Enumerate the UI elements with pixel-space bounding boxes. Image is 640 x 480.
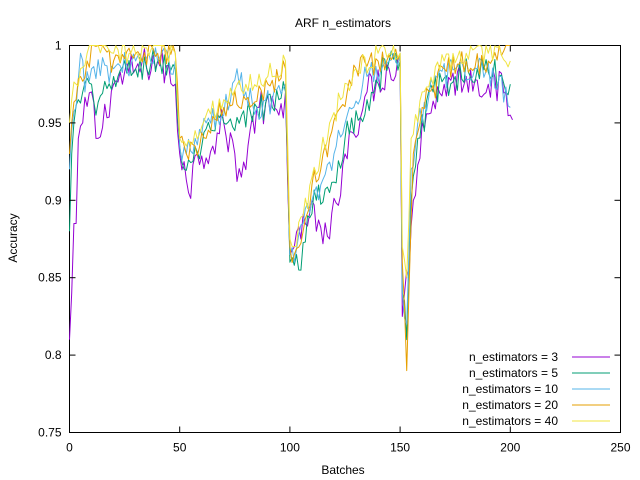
legend-label: n_estimators = 3 xyxy=(469,350,558,364)
legend-label: n_estimators = 5 xyxy=(469,366,558,380)
legend-label: n_estimators = 10 xyxy=(462,382,558,396)
series-layer xyxy=(69,45,513,372)
x-tick-label: 150 xyxy=(390,441,410,455)
series-line-3 xyxy=(69,45,511,372)
legend-label: n_estimators = 40 xyxy=(462,414,558,428)
plot-border xyxy=(69,45,621,433)
series-line-4 xyxy=(69,45,511,279)
x-tick-label: 0 xyxy=(66,441,73,455)
tick-layer: 0 50 100 150 200 250 0.75 0.8 0.85 0.9 0.95 1 xyxy=(38,39,631,455)
y-axis-title: Accuracy xyxy=(6,213,20,262)
x-axis-title: Batches xyxy=(321,463,364,477)
y-tick-label: 0.75 xyxy=(38,426,62,440)
legend-label: n_estimators = 20 xyxy=(462,398,558,412)
y-tick-label: 0.8 xyxy=(45,348,62,362)
x-tick-label: 50 xyxy=(173,441,187,455)
y-tick-label: 1 xyxy=(55,39,62,53)
chart-title: ARF n_estimators xyxy=(295,16,391,30)
plot-frame xyxy=(69,45,621,433)
x-tick-label: 200 xyxy=(500,441,520,455)
series-line-1 xyxy=(69,48,511,341)
y-tick-label: 0.85 xyxy=(38,271,62,285)
series-line-2 xyxy=(69,47,511,325)
y-tick-label: 0.95 xyxy=(38,116,62,130)
legend: n_estimators = 3 n_estimators = 5 n_estima… xyxy=(462,350,610,428)
series-line-0 xyxy=(69,48,513,340)
x-tick-label: 100 xyxy=(280,441,300,455)
x-tick-label: 250 xyxy=(610,441,630,455)
y-tick-label: 0.9 xyxy=(45,193,62,207)
